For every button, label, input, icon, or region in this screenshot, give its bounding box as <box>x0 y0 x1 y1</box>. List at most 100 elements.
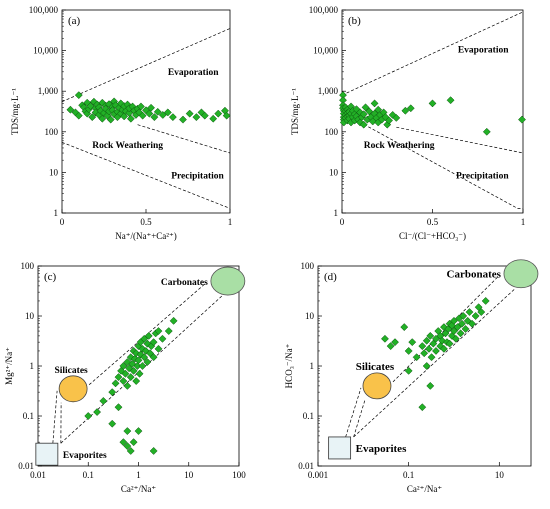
data-point <box>111 379 120 388</box>
data-point <box>359 120 368 129</box>
data-point <box>114 373 123 382</box>
data-point <box>436 342 445 351</box>
y-tick-label: 1,000 <box>38 86 59 96</box>
data-point <box>361 103 370 112</box>
x-tick-label: 0 <box>60 217 65 227</box>
data-point <box>428 99 437 108</box>
y-tick-label: 10 <box>49 167 59 177</box>
panel-label: (a) <box>68 15 81 27</box>
y-tick-label: 1 <box>54 208 59 218</box>
data-point <box>406 104 415 113</box>
data-point <box>132 377 141 386</box>
y-tick-label: 100 <box>21 261 35 271</box>
data-point <box>185 109 194 118</box>
x-tick-label: 0.001 <box>308 470 328 480</box>
data-point <box>138 344 147 353</box>
y-tick-label: 1 <box>334 208 339 218</box>
boundary-upper <box>341 11 524 96</box>
x-tick-label: 0.1 <box>83 470 94 480</box>
mixing-line <box>52 390 58 444</box>
y-tick-label: 1 <box>310 361 315 371</box>
data-point <box>93 408 102 416</box>
y-tick-label: 10 <box>329 167 339 177</box>
data-point <box>149 353 158 362</box>
data-point <box>137 102 145 111</box>
x-tick-label: 10 <box>184 470 194 480</box>
y-tick-label: 100,000 <box>309 5 339 15</box>
silicates-end-member <box>58 375 88 403</box>
data-point <box>365 107 374 116</box>
data-point <box>108 419 117 428</box>
data-point <box>461 325 470 333</box>
data-point <box>119 362 128 370</box>
data-point <box>143 339 152 348</box>
data-point <box>404 346 413 355</box>
data-point <box>154 344 163 353</box>
silicates-end-member <box>362 372 392 400</box>
data-point <box>134 356 143 365</box>
data-point <box>88 113 97 122</box>
data-point <box>116 99 125 108</box>
data-point <box>381 334 389 343</box>
data-point <box>126 114 135 123</box>
data-point <box>119 377 128 386</box>
x-axis-label: Ca²⁺/Na⁺ <box>407 484 442 494</box>
data-point <box>445 339 454 348</box>
y-tick-label: 100 <box>325 127 339 137</box>
data-point <box>123 381 132 390</box>
data-point <box>108 388 117 397</box>
x-tick-label: 0.5 <box>140 217 152 227</box>
data-point <box>99 396 108 405</box>
chart-panel-b: 1 10 100 1,000 10,000 100,000 0 0.5 1 Cl⁻/(Cl⁻+HC… <box>290 5 526 241</box>
data-point <box>169 316 178 325</box>
data-point <box>518 115 526 124</box>
y-tick-label: 100 <box>301 261 315 271</box>
y-tick-label: 0.1 <box>303 411 314 421</box>
region-label: Rock Weathering <box>92 141 163 151</box>
data-point <box>370 99 379 108</box>
data-point <box>106 115 115 124</box>
data-point <box>451 334 460 343</box>
data-point <box>468 319 476 328</box>
x-tick-label: 0.5 <box>427 217 439 227</box>
data-point <box>121 369 130 378</box>
data-point <box>144 331 153 340</box>
data-point <box>149 338 158 347</box>
data-point <box>463 316 472 325</box>
data-point <box>385 116 394 125</box>
evaporites-end-member <box>328 436 352 460</box>
data-point <box>408 338 417 347</box>
data-point <box>74 91 83 100</box>
data-point <box>138 111 147 120</box>
y-tick-label: 0.01 <box>298 461 314 471</box>
y-tick-label: 1,000 <box>318 86 339 96</box>
data-point <box>149 446 158 455</box>
data-point <box>456 329 465 338</box>
chart-panel-c: 0.01 0.1 1 10 100 0.01 0.1 1 10 100 Ca²⁺/Na⁺ Mg²⁺/N… <box>4 261 246 494</box>
x-axis-label: Na⁺/(Na⁺+Ca²⁺) <box>115 231 177 241</box>
data-point <box>359 110 368 119</box>
x-tick-label: 0.01 <box>30 470 46 480</box>
y-tick-label: 0.01 <box>18 461 34 471</box>
data-point <box>163 108 172 117</box>
region-label: Evaporites <box>356 443 407 455</box>
region-label: Carbonates <box>161 278 208 288</box>
data-point <box>120 112 129 121</box>
data-point <box>412 353 421 362</box>
y-axis-label: TDS/mg·L⁻¹ <box>290 88 300 135</box>
y-axis-label: HCO₃⁻/Na⁺ <box>284 343 294 388</box>
region-label: Silicates <box>356 361 395 373</box>
data-point <box>200 111 209 120</box>
data-point <box>147 103 155 112</box>
region-label: Evaporation <box>458 45 509 55</box>
region-label: Carbonates <box>447 269 502 281</box>
x-tick-label: 1 <box>228 217 233 227</box>
data-point <box>404 366 413 375</box>
data-point <box>129 438 138 447</box>
data-point <box>123 442 132 451</box>
data-point <box>134 427 143 436</box>
x-tick-label: 10 <box>495 470 505 480</box>
region-label: Evaporites <box>63 451 107 461</box>
y-tick-label: 1 <box>30 361 35 371</box>
